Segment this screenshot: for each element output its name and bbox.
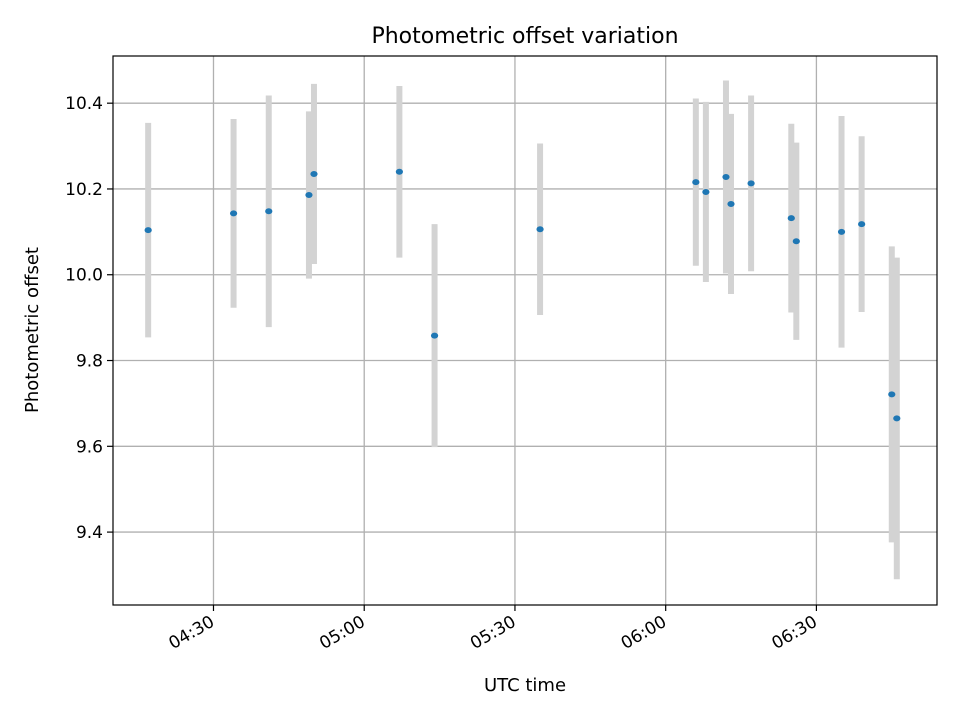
y-tick-label: 9.4: [76, 523, 103, 543]
error-bars: [145, 80, 900, 580]
data-point: [305, 191, 313, 198]
x-tick-label: 06:30: [768, 612, 820, 654]
data-points: [144, 168, 901, 422]
data-point: [888, 391, 896, 398]
x-axis-label: UTC time: [484, 675, 566, 696]
data-point: [727, 200, 735, 207]
x-tick-label: 06:00: [618, 612, 670, 654]
data-point: [893, 415, 901, 422]
grid-lines: [113, 56, 937, 605]
data-point: [395, 168, 403, 175]
data-point: [692, 179, 700, 186]
data-point: [837, 228, 846, 235]
data-point: [787, 215, 795, 222]
chart-title: Photometric offset variation: [371, 24, 678, 49]
data-point: [536, 226, 544, 233]
x-tick-label: 05:30: [467, 612, 519, 654]
data-point: [229, 210, 238, 217]
y-tick-label: 10.0: [65, 266, 103, 286]
data-point: [747, 180, 755, 187]
data-point: [430, 332, 439, 339]
data-point: [792, 238, 800, 245]
x-tick-label: 04:30: [166, 612, 218, 654]
data-point: [858, 221, 866, 228]
data-point: [265, 208, 273, 215]
y-tick-label: 10.4: [65, 94, 103, 114]
y-tick-label: 10.2: [65, 180, 103, 200]
x-tick-label: 05:00: [316, 612, 368, 654]
data-point: [310, 170, 318, 177]
data-point: [702, 188, 710, 195]
data-point: [722, 173, 730, 180]
plot-frame: [112, 55, 938, 606]
y-axis-label: Photometric offset: [22, 247, 43, 413]
y-tick-label: 9.6: [76, 437, 103, 457]
y-tick-label: 9.8: [76, 352, 103, 372]
data-point: [144, 227, 152, 234]
